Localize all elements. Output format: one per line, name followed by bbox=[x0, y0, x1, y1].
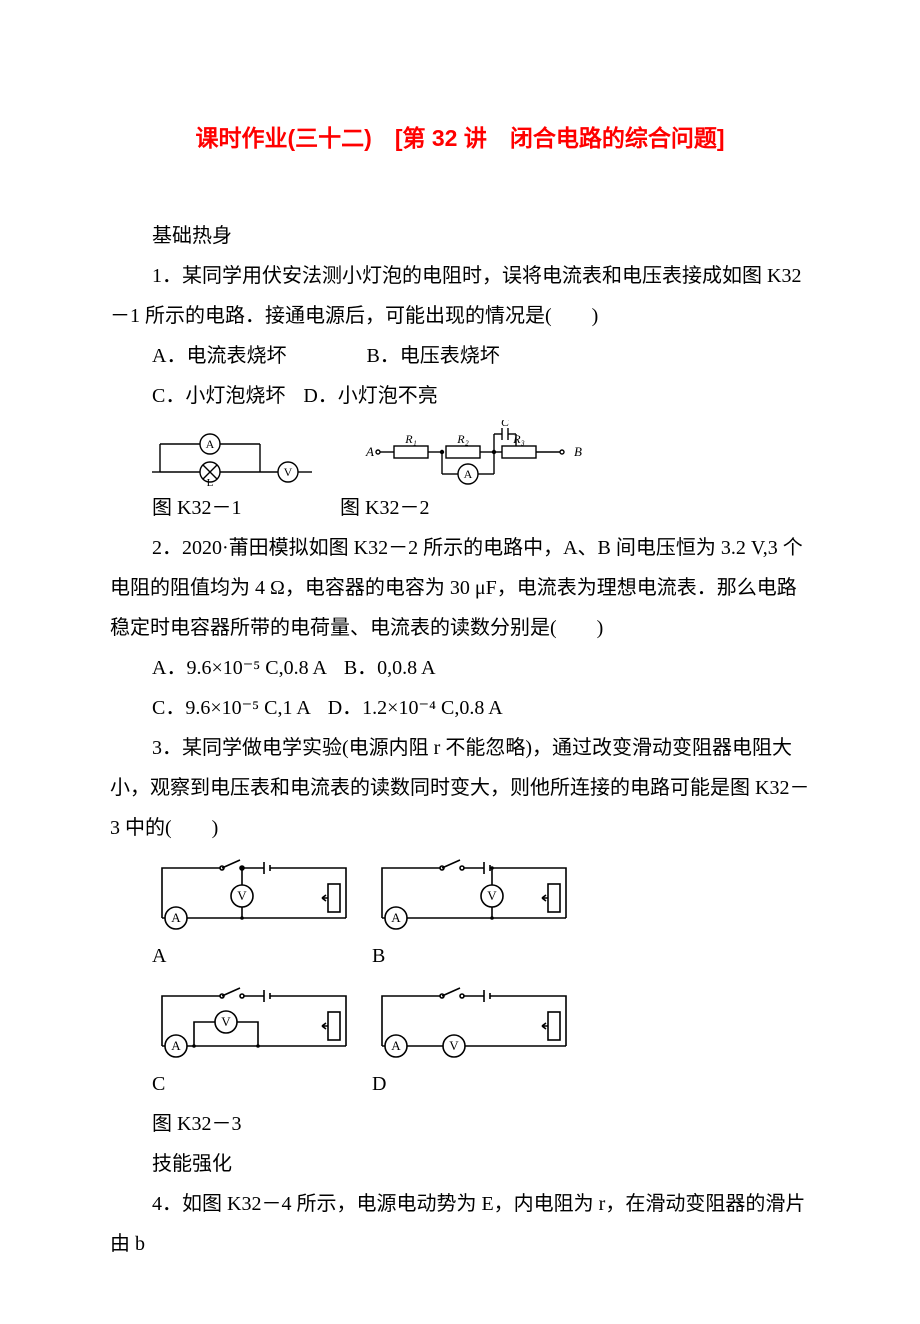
fig-row-1: A L bbox=[110, 420, 810, 486]
section-warmup: 基础热身 bbox=[110, 216, 810, 256]
svg-text:V: V bbox=[487, 888, 497, 903]
figcap-k32-3: 图 K32－3 bbox=[110, 1104, 810, 1144]
svg-text:V: V bbox=[237, 888, 247, 903]
q3-label-C: C bbox=[152, 1064, 356, 1104]
page: 课时作业(三十二) [第 32 讲 闭合电路的综合问题] 基础热身 1．某同学用… bbox=[0, 0, 920, 1324]
svg-text:R₂: R₂ bbox=[456, 432, 469, 446]
svg-text:A: A bbox=[464, 467, 473, 481]
q1-stem: 1．某同学用伏安法测小灯泡的电阻时，误将电流表和电压表接成如图 K32－1 所示… bbox=[110, 256, 810, 336]
svg-text:A: A bbox=[391, 910, 401, 925]
svg-text:V: V bbox=[284, 465, 293, 479]
q2-options-line1: A．9.6×10⁻⁵ C,0.8 A B．0,0.8 A bbox=[110, 648, 810, 688]
q2-options-line2: C．9.6×10⁻⁵ C,1 A D．1.2×10⁻⁴ C,0.8 A bbox=[110, 688, 810, 728]
q1-optB: B．电压表烧坏 bbox=[366, 345, 499, 367]
q2-optC: C．9.6×10⁻⁵ C,1 A bbox=[152, 697, 310, 719]
svg-text:A: A bbox=[171, 910, 181, 925]
q3-circuit-D: A V bbox=[372, 982, 576, 1062]
q1-optC: C．小灯泡烧坏 bbox=[152, 385, 285, 407]
q2-stem: 2．2020·莆田模拟如图 K32－2 所示的电路中，A、B 间电压恒为 3.2… bbox=[110, 528, 810, 648]
q3-circuit-C: A V bbox=[152, 982, 356, 1062]
q3-label-D: D bbox=[372, 1064, 576, 1104]
figcap-k32-2: 图 K32－2 bbox=[340, 488, 429, 528]
q2-optB: B．0,0.8 A bbox=[344, 657, 436, 679]
svg-text:A: A bbox=[171, 1038, 181, 1053]
q2-optA: A．9.6×10⁻⁵ C,0.8 A bbox=[152, 657, 326, 679]
q1-options-line2: C．小灯泡烧坏 D．小灯泡不亮 bbox=[110, 376, 810, 416]
q3-label-A: A bbox=[152, 936, 356, 976]
fig-k32-2: A R₁ R₂ bbox=[360, 420, 590, 486]
svg-text:R₁: R₁ bbox=[404, 432, 417, 446]
svg-text:A: A bbox=[365, 444, 374, 459]
q3-circuit-A: A V bbox=[152, 854, 356, 934]
svg-text:V: V bbox=[221, 1014, 231, 1029]
svg-text:A: A bbox=[206, 437, 215, 451]
q3-fig-row-1: A V bbox=[110, 854, 810, 934]
q3-labels-2: C D bbox=[110, 1064, 810, 1104]
svg-text:B: B bbox=[574, 444, 582, 459]
q3-circuit-B: A V bbox=[372, 854, 576, 934]
fig-k32-1: A L bbox=[152, 430, 332, 486]
svg-text:L: L bbox=[207, 477, 214, 486]
q3-fig-row-2: A V bbox=[110, 982, 810, 1062]
figcap-k32-1: 图 K32－1 bbox=[152, 488, 332, 528]
page-title: 课时作业(三十二) [第 32 讲 闭合电路的综合问题] bbox=[110, 115, 810, 161]
q3-stem: 3．某同学做电学实验(电源内阻 r 不能忽略)，通过改变滑动变阻器电阻大小，观察… bbox=[110, 728, 810, 848]
q3-label-B: B bbox=[372, 936, 576, 976]
q1-options-line1: A．电流表烧坏 B．电压表烧坏 bbox=[110, 336, 810, 376]
svg-text:C: C bbox=[501, 420, 510, 429]
section-skill: 技能强化 bbox=[110, 1144, 810, 1184]
svg-text:R₃: R₃ bbox=[512, 432, 525, 446]
svg-text:A: A bbox=[391, 1038, 401, 1053]
q3-labels-1: A B bbox=[110, 936, 810, 976]
q4-stem: 4．如图 K32－4 所示，电源电动势为 E，内电阻为 r，在滑动变阻器的滑片由… bbox=[110, 1184, 810, 1264]
fig-caption-row-1: 图 K32－1 图 K32－2 bbox=[110, 488, 810, 528]
q1-optD: D．小灯泡不亮 bbox=[303, 385, 437, 407]
q2-optD: D．1.2×10⁻⁴ C,0.8 A bbox=[328, 697, 503, 719]
q1-optA: A．电流表烧坏 bbox=[152, 345, 286, 367]
svg-text:V: V bbox=[449, 1038, 459, 1053]
